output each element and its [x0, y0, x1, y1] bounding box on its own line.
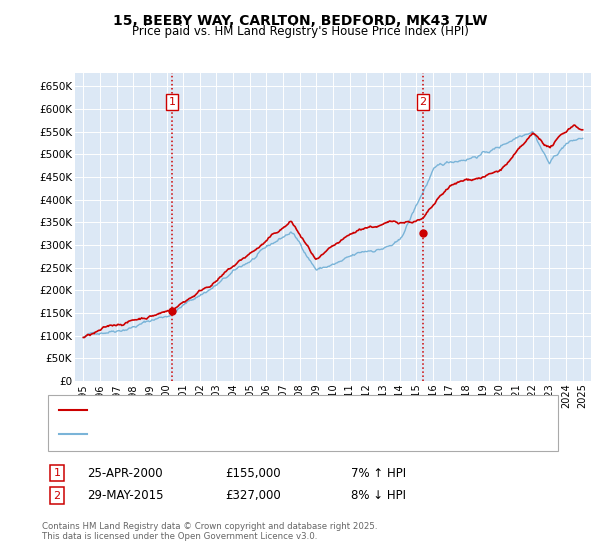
Text: 15, BEEBY WAY, CARLTON, BEDFORD, MK43 7LW: 15, BEEBY WAY, CARLTON, BEDFORD, MK43 7L… [113, 14, 487, 28]
Text: 29-MAY-2015: 29-MAY-2015 [87, 489, 163, 502]
Text: 15, BEEBY WAY, CARLTON, BEDFORD, MK43 7LW (detached house): 15, BEEBY WAY, CARLTON, BEDFORD, MK43 7L… [93, 405, 439, 416]
Text: Contains HM Land Registry data © Crown copyright and database right 2025.: Contains HM Land Registry data © Crown c… [42, 522, 377, 531]
Text: HPI: Average price, detached house, Bedford: HPI: Average price, detached house, Bedf… [93, 429, 327, 439]
Text: 2: 2 [419, 97, 427, 108]
Text: Price paid vs. HM Land Registry's House Price Index (HPI): Price paid vs. HM Land Registry's House … [131, 25, 469, 38]
Text: £155,000: £155,000 [225, 466, 281, 480]
Text: 8% ↓ HPI: 8% ↓ HPI [351, 489, 406, 502]
Text: 1: 1 [169, 97, 175, 108]
Text: 25-APR-2000: 25-APR-2000 [87, 466, 163, 480]
Text: 2: 2 [53, 491, 61, 501]
Text: 1: 1 [53, 468, 61, 478]
Text: This data is licensed under the Open Government Licence v3.0.: This data is licensed under the Open Gov… [42, 532, 317, 541]
Text: £327,000: £327,000 [225, 489, 281, 502]
Text: 7% ↑ HPI: 7% ↑ HPI [351, 466, 406, 480]
